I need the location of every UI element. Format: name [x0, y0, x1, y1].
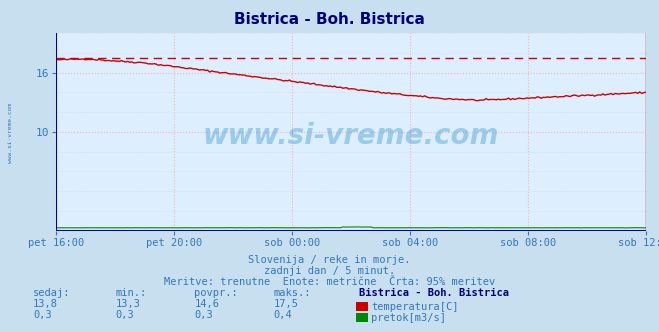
Text: 0,3: 0,3 [194, 310, 213, 320]
Text: Meritve: trenutne  Enote: metrične  Črta: 95% meritev: Meritve: trenutne Enote: metrične Črta: … [164, 277, 495, 287]
Text: Slovenija / reke in morje.: Slovenija / reke in morje. [248, 255, 411, 265]
Text: maks.:: maks.: [273, 288, 311, 298]
Text: sedaj:: sedaj: [33, 288, 71, 298]
Text: 13,3: 13,3 [115, 299, 140, 309]
Text: 0,3: 0,3 [115, 310, 134, 320]
Text: 13,8: 13,8 [33, 299, 58, 309]
Text: min.:: min.: [115, 288, 146, 298]
Text: pretok[m3/s]: pretok[m3/s] [371, 313, 446, 323]
Text: povpr.:: povpr.: [194, 288, 238, 298]
Text: 17,5: 17,5 [273, 299, 299, 309]
Text: www.si-vreme.com: www.si-vreme.com [8, 103, 13, 163]
Text: 0,3: 0,3 [33, 310, 51, 320]
Text: temperatura[C]: temperatura[C] [371, 302, 459, 312]
Text: 0,4: 0,4 [273, 310, 292, 320]
Text: Bistrica - Boh. Bistrica: Bistrica - Boh. Bistrica [359, 288, 509, 298]
Text: www.si-vreme.com: www.si-vreme.com [203, 122, 499, 150]
Text: Bistrica - Boh. Bistrica: Bistrica - Boh. Bistrica [234, 12, 425, 27]
Text: zadnji dan / 5 minut.: zadnji dan / 5 minut. [264, 266, 395, 276]
Text: 14,6: 14,6 [194, 299, 219, 309]
